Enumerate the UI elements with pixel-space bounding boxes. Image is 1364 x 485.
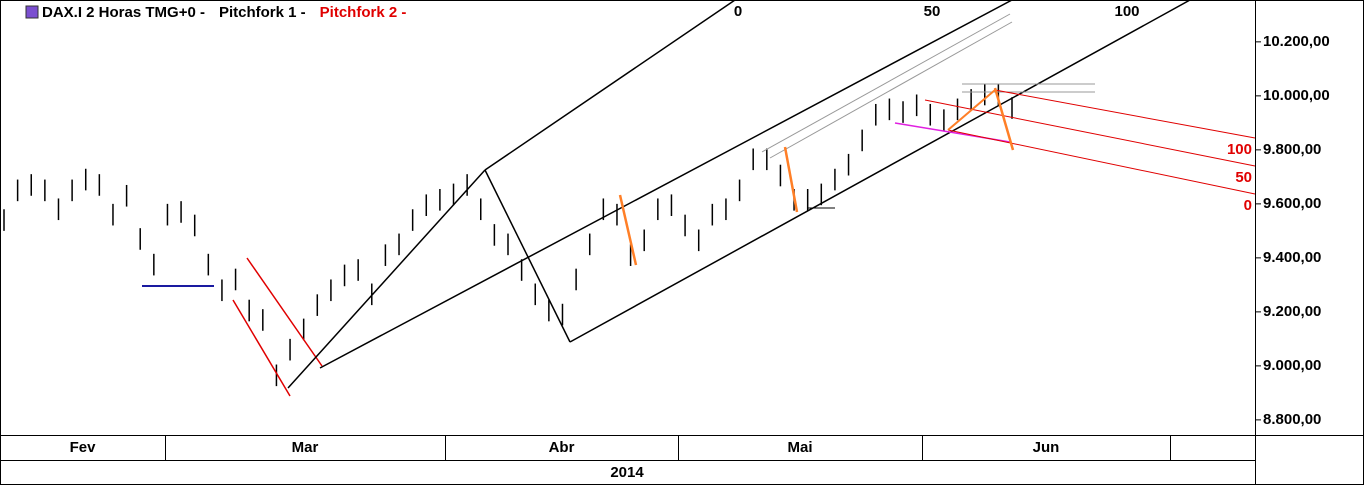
symbol-icon <box>25 5 39 19</box>
y-tick-label: 9.800,00 <box>1263 141 1321 158</box>
x-tick-label: Abr <box>549 439 575 456</box>
y-tick-label: 10.000,00 <box>1263 87 1330 104</box>
x-tick-label: Fev <box>70 439 97 456</box>
header-part: DAX.I 2 Horas TMG+0 - <box>42 4 205 21</box>
header-part: Pitchfork 2 - <box>320 4 407 21</box>
y-tick-label: 9.600,00 <box>1263 195 1321 212</box>
fib-label: 50 <box>924 3 941 20</box>
x-tick-label: Jun <box>1033 439 1060 456</box>
fib-label: 50 <box>1235 169 1252 186</box>
fib-label: 0 <box>1244 197 1252 214</box>
y-tick-label: 9.200,00 <box>1263 303 1321 320</box>
y-tick-label: 9.400,00 <box>1263 249 1321 266</box>
fib-label: 0 <box>734 3 742 20</box>
month-separators <box>165 435 1171 460</box>
drawings <box>142 0 1256 397</box>
fib-label: 100 <box>1227 141 1252 158</box>
fib-label: 100 <box>1114 3 1139 20</box>
x-tick-label: Mai <box>787 439 812 456</box>
year-label: 2014 <box>610 464 644 481</box>
header-part: Pitchfork 1 - <box>219 4 306 21</box>
y-tick-label: 9.000,00 <box>1263 357 1321 374</box>
y-tick-label: 10.200,00 <box>1263 33 1330 50</box>
y-tick-label: 8.800,00 <box>1263 411 1321 428</box>
chart-header: DAX.I 2 Horas TMG+0 - Pitchfork 1 - Pitchf… <box>42 4 406 21</box>
x-tick-label: Mar <box>292 439 319 456</box>
